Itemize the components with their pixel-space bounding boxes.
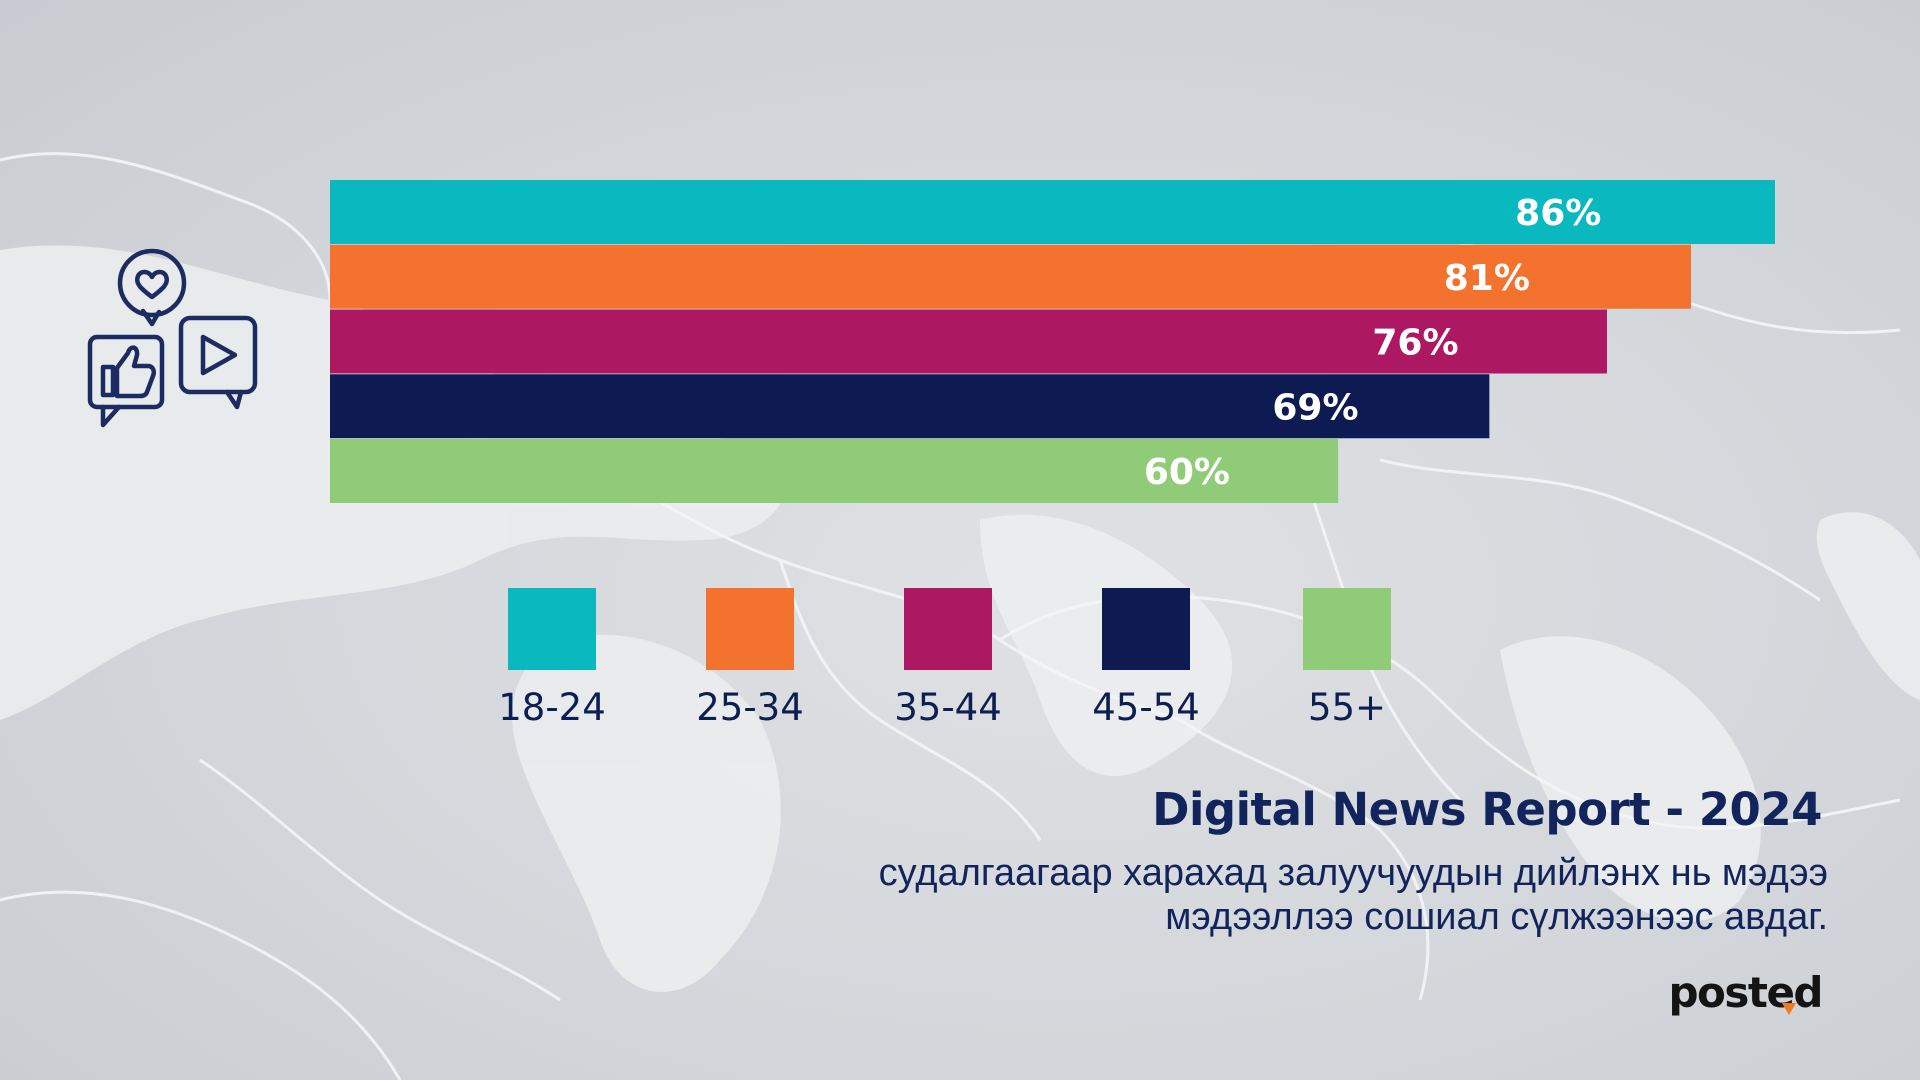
play-bubble-icon	[178, 315, 258, 410]
bars: 86% 81% 76% 69% 60%	[330, 180, 1775, 503]
legend-label: 45-54	[1092, 686, 1200, 729]
report-subtitle-line-2: мэдээллээ сошиал сүлжээнээс авдаг.	[1165, 896, 1828, 938]
bar-18-24	[330, 180, 1775, 244]
report-subtitle-line-1: судалгаагаар харахад залуучуудын дийлэнх…	[878, 852, 1828, 894]
bar-value-label: 86%	[1515, 193, 1601, 234]
heart-bubble-icon	[117, 248, 187, 327]
report-title: Digital News Report - 2024	[1152, 783, 1822, 836]
legend: 18-24 25-34 35-44 45-54 55+	[498, 588, 1391, 729]
bar-value-label: 60%	[1144, 452, 1230, 493]
legend-swatch-45-54	[1102, 588, 1190, 670]
bar-value-label: 81%	[1444, 258, 1530, 299]
brand-logo: posted	[1668, 968, 1823, 1017]
report-subtitle: судалгаагаар харахад залуучуудын дийлэнх…	[728, 851, 1828, 939]
bar-25-34	[330, 244, 1691, 309]
thumbs-up-bubble-icon	[87, 334, 165, 428]
bar-value-label: 69%	[1272, 387, 1358, 428]
bar-45-54	[330, 374, 1490, 439]
bar-35-44	[330, 309, 1607, 374]
legend-label: 18-24	[498, 686, 606, 729]
legend-label: 35-44	[894, 686, 1002, 729]
legend-swatch-18-24	[508, 588, 596, 670]
legend-swatch-25-34	[706, 588, 794, 670]
brand-accent-mark	[1782, 1003, 1796, 1015]
bar-55+	[330, 439, 1339, 503]
legend-swatch-35-44	[904, 588, 992, 670]
bar-value-label: 76%	[1372, 323, 1458, 364]
legend-label: 55+	[1308, 686, 1386, 729]
legend-label: 25-34	[696, 686, 804, 729]
social-media-icons	[87, 248, 258, 428]
legend-swatch-55+	[1303, 588, 1391, 670]
